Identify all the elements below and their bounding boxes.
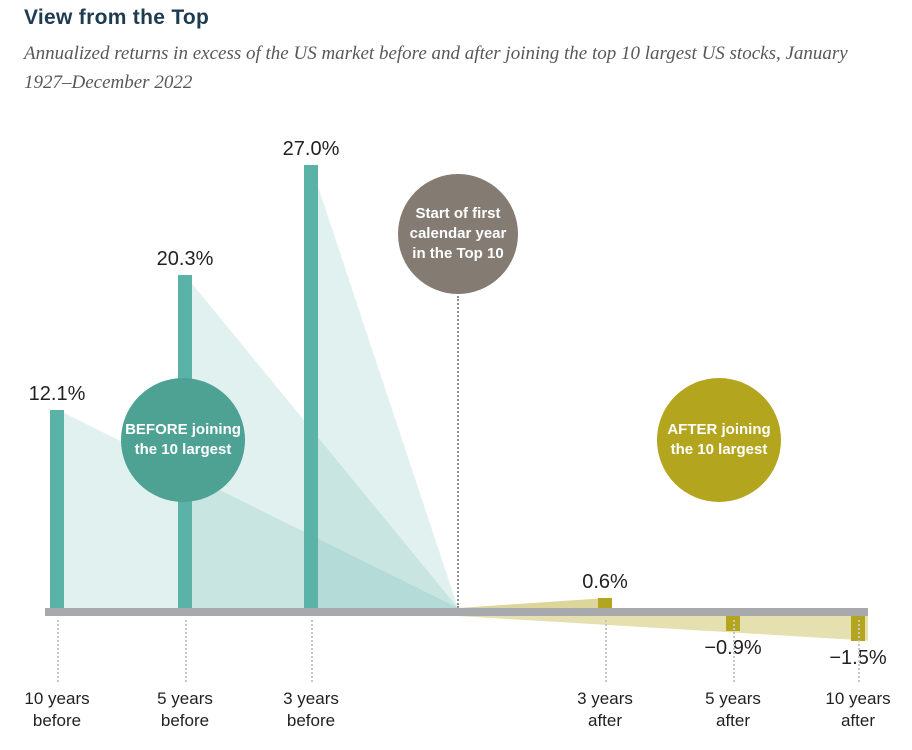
axis-label-line1: 10 years: [825, 689, 891, 708]
tick-dotted-line: [733, 620, 735, 682]
before-annotation-line2: the 10 largest: [134, 441, 232, 458]
after-annotation-line1: AFTER joining: [667, 420, 771, 438]
tick-dotted-line: [311, 620, 313, 682]
before-annotation-line1: BEFORE joining: [125, 420, 241, 438]
baseline-axis: [45, 608, 868, 616]
bar-3-years-before: [304, 165, 318, 608]
axis-label-line2: after: [840, 711, 876, 731]
top10-start-dotted-line: [457, 296, 459, 608]
axis-label-10-years-after: 10 years after: [825, 688, 890, 732]
value-label: 0.6%: [582, 571, 628, 593]
axis-label-line1: 5 years: [157, 689, 213, 708]
axis-label-5-years-after: 5 years after: [705, 688, 761, 732]
axis-label-line2: before: [32, 711, 82, 731]
before-fan: [57, 409, 458, 608]
tick-dotted-line: [57, 620, 59, 682]
axis-label-3-years-before: 3 years before: [283, 688, 339, 732]
axis-label-10-years-before: 10 years before: [24, 688, 89, 732]
bar-3-years-after: [598, 598, 612, 608]
before-annotation-circle: BEFORE joining the 10 largest: [121, 378, 245, 502]
start-annotation-line2: calendar year: [409, 224, 507, 242]
axis-label-line1: 3 years: [577, 689, 633, 708]
chart-subtitle: Annualized returns in excess of the US m…: [24, 43, 848, 93]
axis-label-line1: 3 years: [283, 689, 339, 708]
after-fan-positive: [458, 598, 605, 608]
after-annotation-line2: the 10 largest: [670, 441, 768, 458]
start-annotation-line3: in the Top 10: [412, 245, 504, 263]
axis-label-5-years-before: 5 years before: [157, 688, 213, 732]
axis-label-line2: before: [286, 711, 336, 731]
axis-label-line1: 10 years: [24, 689, 90, 708]
bar-10-years-before: [50, 410, 64, 608]
axis-label-3-years-after: 3 years after: [577, 688, 633, 732]
tick-dotted-line: [605, 620, 607, 682]
chart-title: View from the Top: [24, 6, 210, 29]
value-label: 12.1%: [28, 383, 86, 405]
axis-label-line2: before: [160, 711, 210, 731]
axis-label-line2: after: [715, 711, 751, 731]
value-label: 20.3%: [156, 248, 214, 270]
top10-start-annotation-circle: Start of first calendar year in the Top …: [398, 174, 518, 294]
axis-label-line1: 5 years: [705, 689, 761, 708]
tick-dotted-line: [858, 620, 860, 682]
tick-dotted-line: [185, 620, 187, 682]
after-fan-negative: [458, 616, 868, 641]
axis-label-line2: after: [587, 711, 623, 731]
value-label: 27.0%: [282, 138, 340, 160]
start-annotation-line1: Start of first: [415, 204, 501, 222]
after-annotation-circle: AFTER joining the 10 largest: [657, 378, 781, 502]
